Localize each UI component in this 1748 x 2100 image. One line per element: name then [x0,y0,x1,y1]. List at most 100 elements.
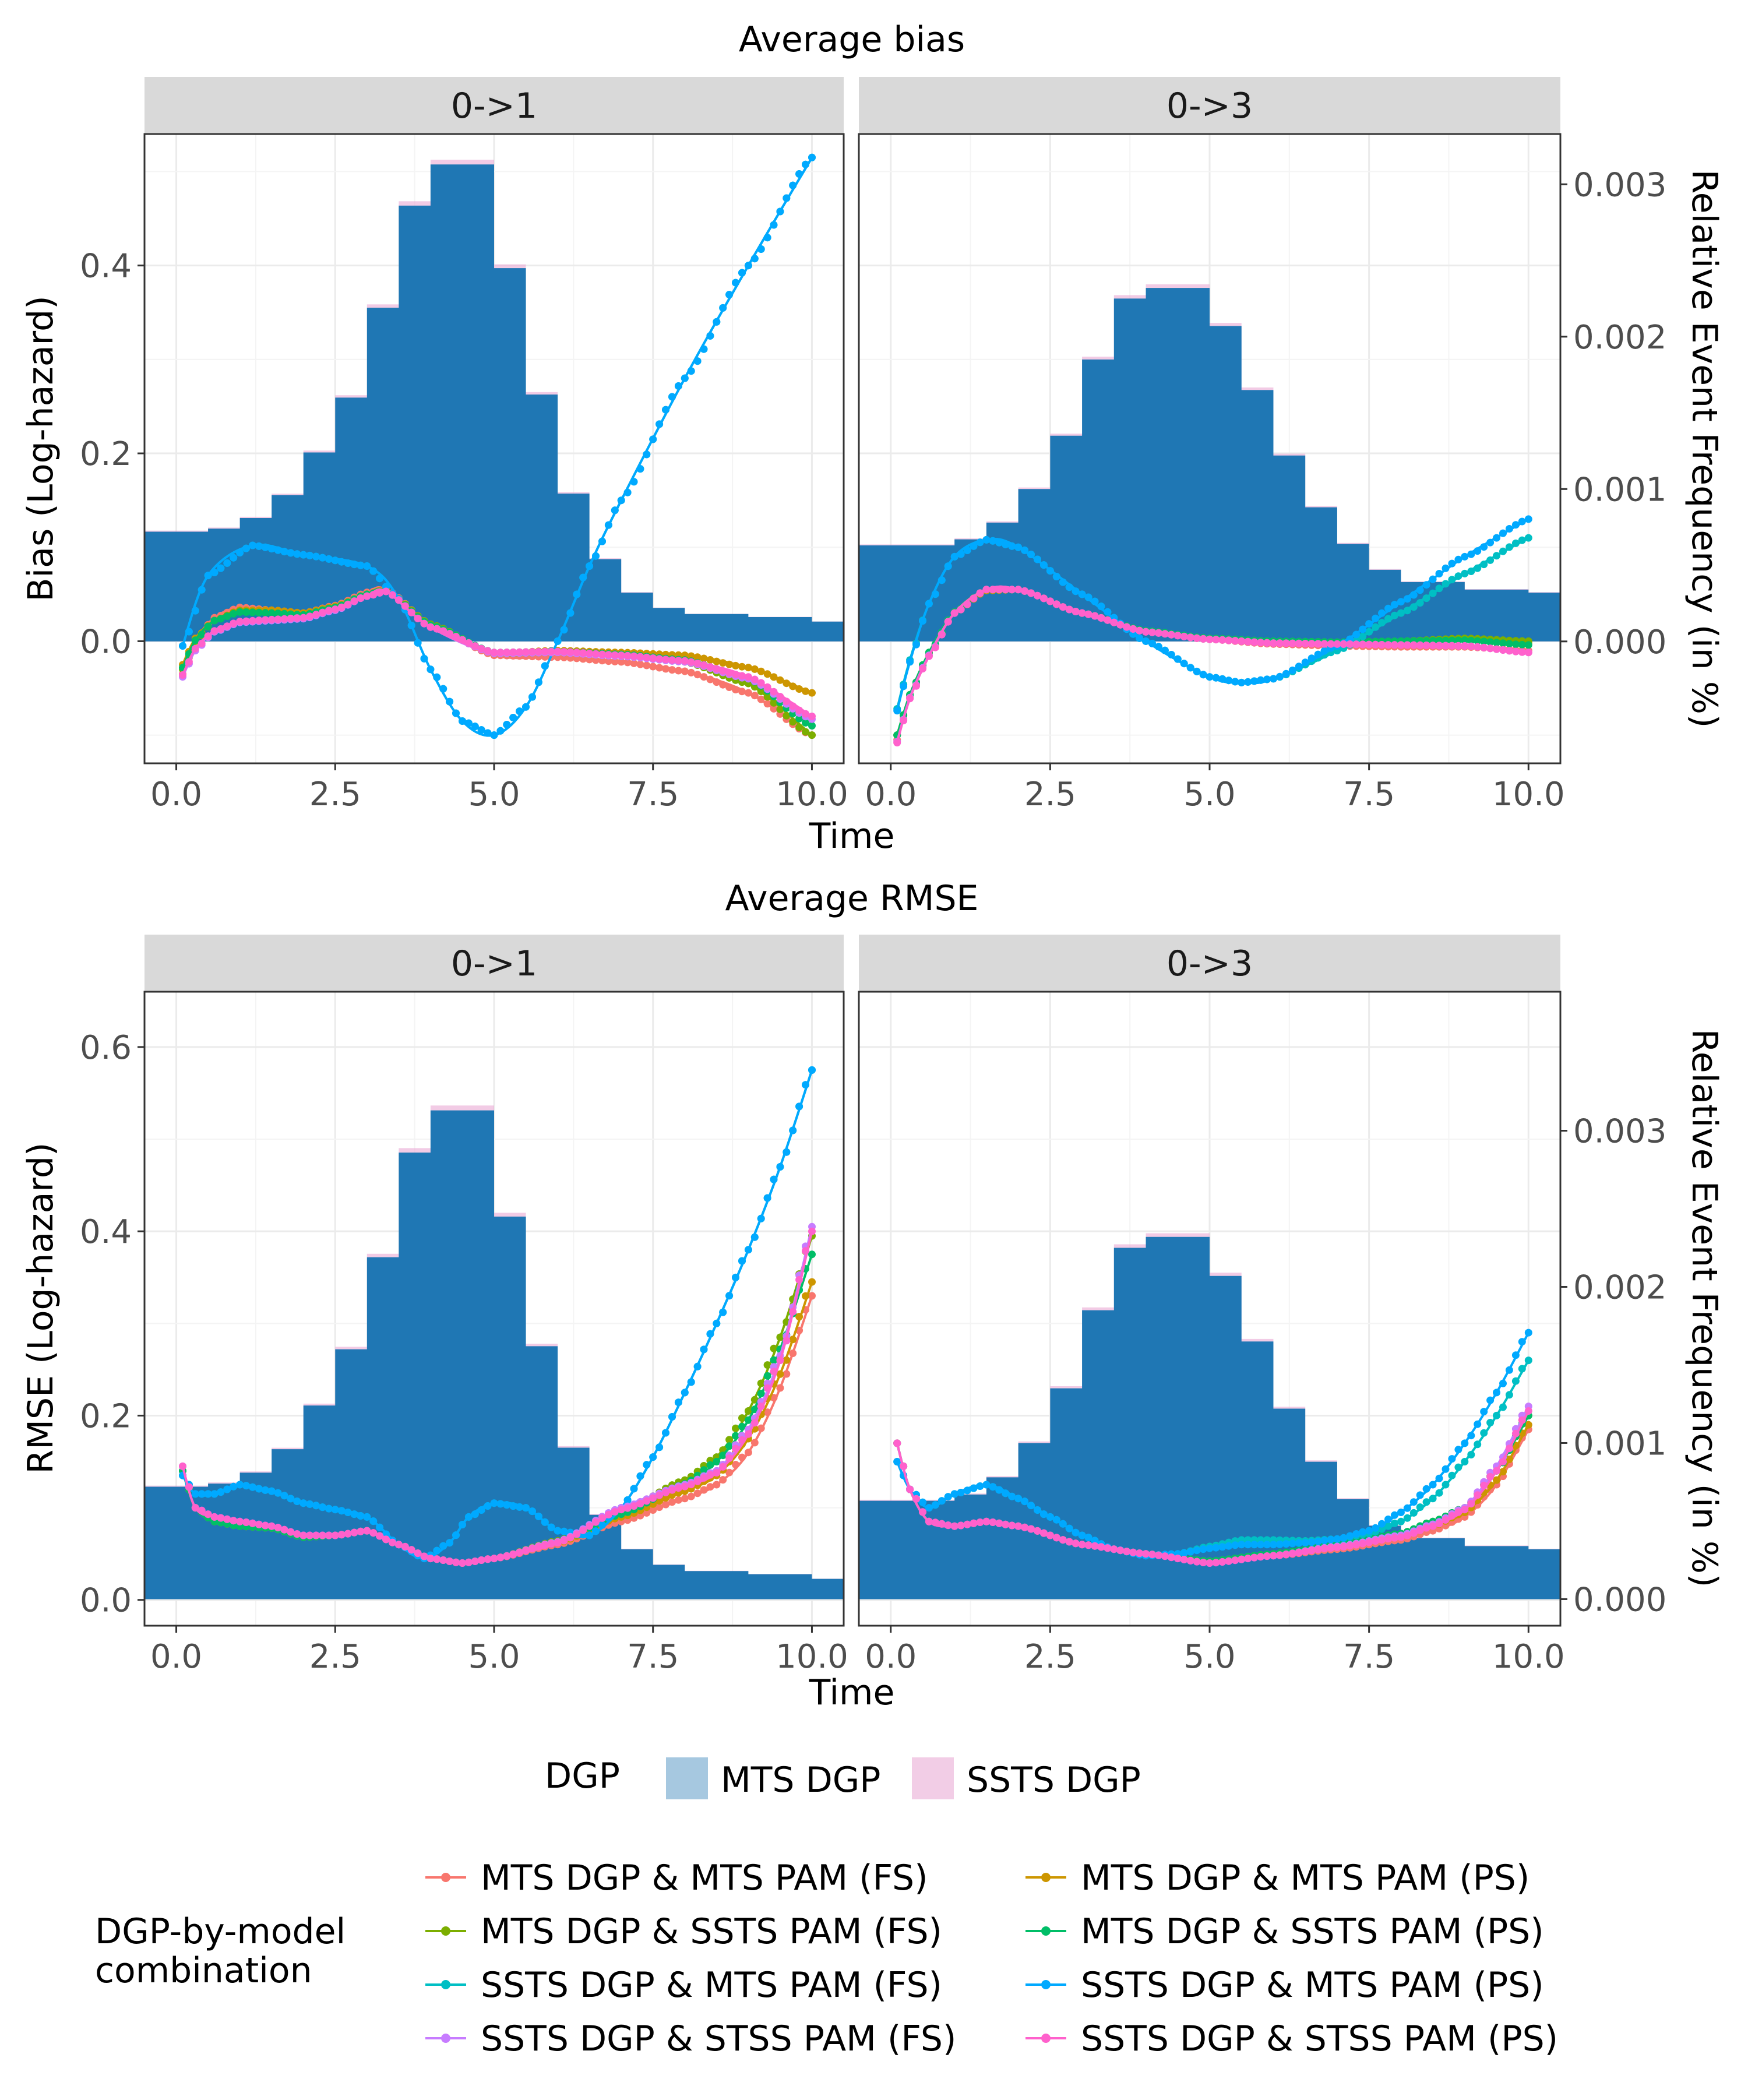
series-point [1212,1544,1220,1552]
series-point [1448,1471,1456,1479]
series-point [1008,1521,1016,1530]
series-point [592,552,600,560]
series-point [693,1489,702,1498]
series-point [1250,677,1259,685]
series-point [471,1558,479,1565]
series-line [179,1227,816,1567]
series-point [1142,637,1150,645]
series-point [636,660,644,668]
series-point [217,1514,225,1522]
series-point [668,1413,676,1421]
series-point [681,657,689,665]
series-point [656,1497,664,1505]
series-point [255,1485,263,1493]
series-point [1046,1513,1054,1521]
series-point [1333,1535,1341,1543]
series-point [446,1539,454,1547]
series-point [1486,638,1495,646]
legend-fill-label: SSTS DGP [967,1760,1141,1800]
series-point [299,614,308,622]
series-point [681,1482,689,1491]
series-point [179,642,186,650]
series-point [1225,676,1233,685]
series-point [1301,640,1309,647]
series-point [484,647,492,655]
series-point [900,1462,908,1470]
series-point [656,655,664,663]
series-point [1499,1403,1507,1411]
series-point [1186,633,1194,642]
series-point [1059,578,1067,586]
series-point [534,1543,542,1551]
series-point [783,1337,791,1345]
series-point [1416,586,1424,594]
series-point [516,1503,524,1511]
series-point [1270,1552,1277,1560]
series-line [179,587,816,720]
series-point [427,1555,435,1563]
series-point [1499,529,1507,537]
series-point [770,688,778,696]
series-point [1403,1531,1411,1539]
series-point [427,665,435,674]
series-point [1193,634,1201,642]
series-point [1320,1545,1328,1553]
series-point [598,1514,606,1522]
series-point [1493,552,1500,560]
series-point [617,658,625,666]
x-tick-label: 2.5 [1024,776,1076,813]
series-point [1206,635,1214,643]
series-point [1154,1551,1162,1559]
series-point [598,657,606,665]
series-point [459,1559,466,1567]
series-point [1448,642,1456,650]
series-point [1511,1429,1520,1437]
series-point [528,1507,536,1516]
series-point [1288,1549,1296,1558]
series-point [795,685,803,693]
series-point [414,614,422,622]
series-point [1365,1538,1373,1546]
series-point [1002,540,1010,548]
series-point [1442,642,1450,650]
series-point [1308,640,1316,648]
series-point [1314,650,1322,658]
series-point [668,656,676,664]
series-point [573,590,581,598]
series-point [662,1429,669,1437]
series-point [344,600,352,608]
series-point [191,644,199,653]
series-point [554,647,562,656]
series-point [1403,595,1411,603]
series-point [763,670,771,678]
series-point [687,1378,695,1386]
series-point [490,731,498,739]
series-point [560,1537,568,1545]
series-point [547,647,555,656]
x-tick-label: 5.0 [468,1638,520,1676]
series-point [363,1513,371,1521]
series-point [643,1461,651,1469]
legend-line-keys: MTS DGP & MTS PAM (FS) MTS DGP & MTS PAM … [425,1858,1558,2059]
series-point [763,1194,771,1202]
series-point [1027,551,1035,558]
series-point [439,627,447,635]
series-point [528,648,536,656]
series-point [1403,641,1411,649]
series-point [706,656,714,664]
x-tick-label: 0.0 [150,776,202,813]
series-point [1524,1356,1532,1365]
series-point [312,611,320,619]
series-point [732,1444,739,1453]
series-point [217,625,225,633]
series-point [776,1163,784,1171]
series-point [1422,1524,1430,1532]
series-point [1008,586,1016,594]
series-point [1263,1541,1271,1549]
series-point [1084,1534,1092,1542]
axes-rmse: 0.0 0.2 0.4 0.6 0.000 0.001 0.002 0.003 0.0 2.5 5.… [80,1029,1666,1676]
series-point [713,665,721,673]
series-point [656,420,664,428]
series-point [312,1502,320,1510]
